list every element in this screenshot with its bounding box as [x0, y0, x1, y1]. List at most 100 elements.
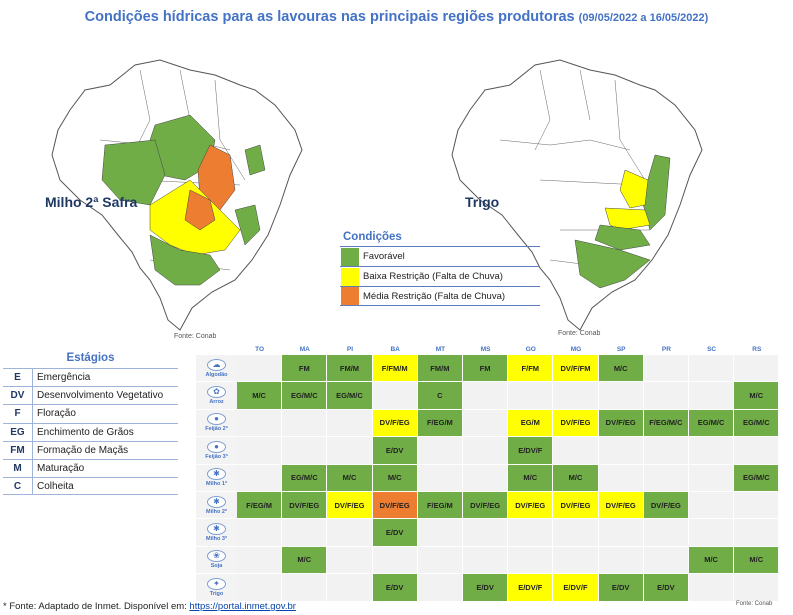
stage-code: EG	[10, 426, 25, 438]
grid-cell: EG/M	[508, 409, 554, 438]
crop-label-cell: ● Feijão 3ª	[196, 437, 237, 465]
grid-cell: DV/F/EG	[372, 492, 418, 520]
grid-cell: DV/F/EG	[463, 492, 509, 520]
rice-icon: ✿	[207, 386, 226, 399]
grid-cell	[643, 355, 689, 383]
grid-cell	[463, 546, 509, 575]
crop-label-cell: ✱ Milho 3ª	[196, 519, 237, 547]
conditions-legend: Condições Favorável Baixa Restrição (Falt…	[340, 231, 540, 306]
grid-cell	[417, 574, 463, 602]
grid-cell	[598, 382, 644, 410]
grid-cell: E/DV	[643, 574, 689, 602]
soy-icon: ❀	[207, 550, 226, 563]
stage-code: M	[13, 463, 22, 475]
legend-swatch	[341, 267, 359, 286]
legend-item: Média Restrição (Falta de Chuva)	[340, 286, 540, 306]
title-text: Condições hídricas para as lavouras nas …	[84, 9, 575, 25]
grid-cell: FM	[282, 355, 328, 383]
grid-cell	[237, 464, 283, 492]
grid-cell	[282, 409, 328, 438]
grid-cell: M/C	[372, 464, 418, 492]
grid-cell: E/DV	[372, 437, 418, 465]
map-source-milho: Fonte: Conab	[174, 333, 217, 340]
grid-cell: DV/F/EG	[508, 492, 554, 520]
stage-code: C	[13, 480, 22, 492]
footer-source: * Fonte: Adaptado de Inmet. Disponível e…	[3, 601, 296, 612]
crop-label-cell: ✱ Milho 1ª	[196, 464, 237, 492]
grid-cell	[643, 382, 689, 410]
crop-name: Feijão 2ª	[205, 426, 228, 433]
grid-cell: F/EG/M	[417, 409, 463, 438]
corn-icon: ✱	[207, 468, 226, 481]
grid-cell	[372, 546, 418, 575]
grid-cell	[734, 574, 780, 602]
grid-cell: DV/F/FM	[553, 355, 599, 383]
grid-cell	[327, 574, 373, 602]
bean-icon: ●	[207, 440, 226, 453]
footer-link[interactable]: https://portal.inmet.gov.br	[189, 601, 296, 612]
grid-cell	[553, 519, 599, 547]
grid-cell: DV/F/EG	[643, 492, 689, 520]
grid-cell: DV/F/EG	[372, 409, 418, 438]
legend-label: Favorável	[363, 251, 405, 262]
grid-cell	[689, 492, 735, 520]
stage-description: Maturação	[32, 459, 178, 478]
grid-cell: M/C	[553, 464, 599, 492]
footer-prefix: * Fonte: Adaptado de Inmet. Disponível e…	[3, 601, 190, 612]
grid-cell	[643, 437, 689, 465]
grid-cell: C	[417, 382, 463, 410]
grid-cell	[643, 546, 689, 575]
grid-cell	[282, 437, 328, 465]
grid-cell: F/FM/M	[372, 355, 418, 383]
stage-description: Emergência	[32, 369, 178, 387]
region-green-northeast	[244, 144, 266, 176]
grid-cell	[237, 437, 283, 465]
grid-cell	[553, 437, 599, 465]
grid-cell	[237, 574, 283, 602]
grid-cell: M/C	[282, 546, 328, 575]
grid-cell: FM/M	[327, 355, 373, 383]
grid-cell	[417, 519, 463, 547]
grid-cell: DV/F/EG	[553, 492, 599, 520]
grid-cell	[734, 492, 780, 520]
grid-cell: EG/M/C	[734, 464, 780, 492]
region-green-east	[234, 204, 261, 246]
crop-label-cell: ✿ Arroz	[196, 382, 237, 410]
stages-table: Estágios E Emergência DV Desenvolvimento Ve…	[3, 352, 178, 496]
grid-cell	[598, 437, 644, 465]
grid-cell	[508, 546, 554, 575]
stage-description: Floração	[32, 405, 178, 423]
grid-cell: M/C	[734, 546, 780, 575]
state-header: TO	[255, 346, 265, 353]
grid-cell: DV/F/EG	[598, 492, 644, 520]
state-header: PR	[661, 346, 671, 353]
stage-code: E	[14, 372, 21, 384]
state-header: SC	[707, 346, 717, 353]
grid-cell	[689, 437, 735, 465]
grid-cell: M/C	[508, 464, 554, 492]
crop-label-cell: ✱ Milho 2ª	[196, 492, 237, 520]
crop-name: Soja	[210, 563, 223, 570]
grid-cell	[598, 546, 644, 575]
map-label-milho: Milho 2ª Safra	[45, 194, 138, 210]
grid-cell	[689, 519, 735, 547]
map-label-trigo: Trigo	[465, 194, 500, 210]
crop-name: Milho 1ª	[206, 481, 227, 488]
grid-cell	[734, 519, 780, 547]
state-header: MA	[299, 346, 310, 353]
grid-cell: FM	[463, 355, 509, 383]
region-yellow-go	[619, 169, 649, 209]
corn-icon: ✱	[207, 523, 226, 536]
crop-name: Algodão	[205, 371, 228, 378]
grid-cell	[282, 519, 328, 547]
grid-cell	[734, 355, 780, 383]
state-header: RS	[752, 346, 762, 353]
map-trigo: Trigo Fonte: Conab	[450, 30, 750, 340]
crop-label-cell: ❀ Soja	[196, 546, 237, 575]
grid-cell	[327, 437, 373, 465]
grid-cell	[237, 409, 283, 438]
grid-cell	[372, 382, 418, 410]
state-header: MG	[570, 346, 582, 353]
stage-code: FM	[10, 444, 25, 456]
region-green-ms	[594, 224, 651, 251]
